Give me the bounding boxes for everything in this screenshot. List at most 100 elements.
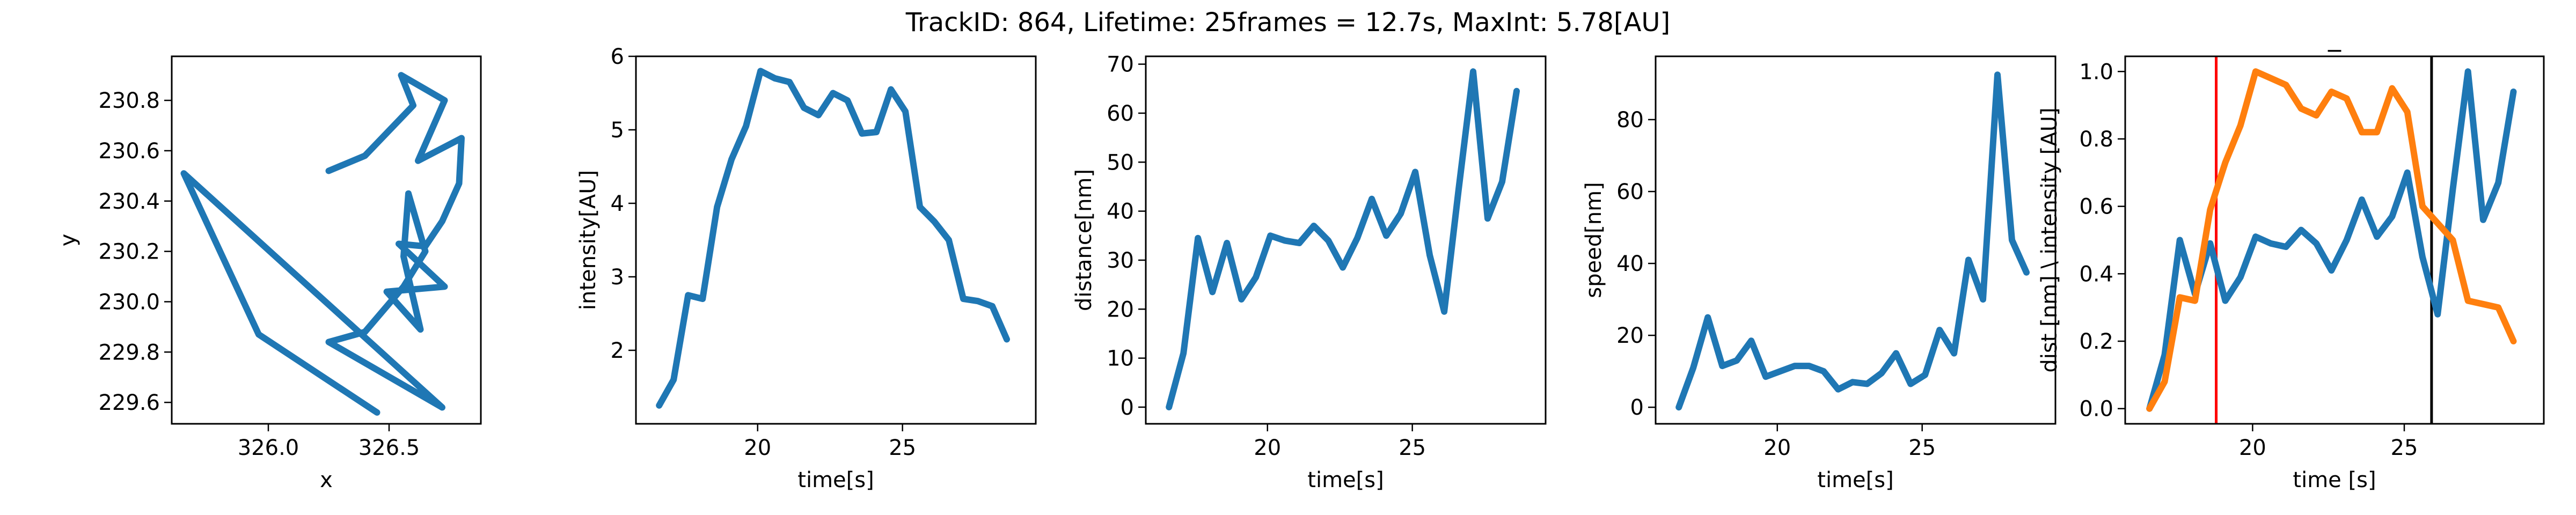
data-point-0-16	[1400, 212, 1402, 215]
data-point-0-17	[904, 110, 907, 113]
data-point-0-15	[1385, 234, 1388, 237]
x-tick-label: 20	[2239, 436, 2266, 460]
data-point-0-22	[2482, 218, 2484, 221]
series-line-0	[1166, 68, 1520, 410]
data-point-0-1	[1692, 366, 1695, 369]
data-point-0-9	[1298, 241, 1301, 244]
data-point-0-9	[788, 80, 791, 83]
data-point-0-2	[687, 294, 690, 297]
data-point-0-4	[443, 99, 446, 102]
y-tick-label: 230.8	[98, 89, 160, 113]
y-tick-label: 50	[1107, 150, 1134, 175]
data-point-0-16	[1909, 382, 1912, 385]
data-point-0-24	[1516, 90, 1518, 92]
data-point-0-15	[1895, 352, 1898, 355]
data-point-0-0	[1678, 406, 1680, 409]
data-point-0-14	[1371, 197, 1373, 200]
data-point-0-13	[1866, 382, 1869, 385]
data-point-0-10	[1313, 225, 1315, 227]
data-point-0-13	[846, 99, 849, 102]
data-point-1-6	[2239, 124, 2242, 127]
data-point-0-9	[1808, 365, 1811, 367]
data-point-0-6	[2239, 276, 2242, 278]
data-point-0-23	[991, 305, 994, 307]
data-point-0-24	[1006, 338, 1008, 341]
data-point-0-3	[701, 298, 704, 300]
data-point-0-18	[1938, 329, 1941, 332]
data-point-0-21	[962, 298, 965, 300]
data-point-0-8	[1284, 239, 1286, 242]
data-point-0-19	[327, 341, 330, 343]
data-point-0-8	[774, 77, 777, 80]
y-tick-label: 230.0	[98, 290, 160, 314]
data-point-1-16	[2391, 87, 2394, 90]
data-point-0-20	[1458, 188, 1460, 190]
y-tick-label: 70	[1107, 53, 1134, 77]
data-point-0-1	[2163, 354, 2166, 356]
data-point-0-12	[385, 290, 388, 293]
data-point-0-0	[327, 170, 330, 172]
data-point-0-24	[2025, 271, 2028, 274]
data-point-0-17	[1924, 373, 1927, 376]
data-point-0-3	[400, 74, 402, 77]
data-point-0-22	[258, 333, 260, 336]
data-point-0-18	[1429, 254, 1431, 256]
data-point-1-11	[2315, 114, 2318, 116]
data-point-0-4	[2209, 242, 2212, 245]
data-point-0-10	[1823, 370, 1825, 373]
y-tick-label: 2	[611, 339, 624, 363]
data-point-0-9	[424, 245, 427, 248]
data-point-0-18	[2421, 255, 2424, 258]
data-point-0-1	[364, 154, 366, 157]
axes-frame	[635, 55, 1037, 425]
data-point-0-14	[861, 132, 863, 135]
data-point-0-6	[460, 137, 463, 139]
data-point-0-16	[2391, 215, 2394, 218]
data-point-1-10	[2300, 107, 2302, 110]
x-tick-label: 20	[744, 436, 771, 460]
data-point-1-9	[2285, 84, 2287, 86]
data-point-0-12	[832, 92, 835, 94]
panel-title: _	[2328, 22, 2341, 52]
y-tick-label: 30	[1107, 248, 1134, 273]
data-point-0-23	[2497, 181, 2500, 184]
y-tick-label: 0.2	[2079, 329, 2113, 354]
data-point-1-15	[2376, 131, 2379, 134]
x-axis-label: time [s]	[2293, 468, 2376, 492]
y-tick-label: 80	[1616, 108, 1644, 133]
x-tick-label: 20	[1763, 436, 1791, 460]
x-tick-label: 326.0	[238, 436, 299, 460]
data-point-0-9	[2285, 246, 2287, 248]
data-point-0-12	[1851, 381, 1854, 384]
panel-xy-trajectory: 326.0 326.5 229.6 229.8 230.0 230.2 230.4 230.6…	[56, 55, 482, 492]
data-point-0-11	[443, 285, 446, 288]
data-point-0-16	[890, 88, 892, 91]
data-point-0-15	[875, 131, 878, 134]
data-point-0-10	[398, 242, 400, 245]
data-point-0-0	[1168, 406, 1170, 408]
data-point-1-17	[2406, 111, 2409, 113]
data-point-1-12	[2330, 90, 2333, 93]
data-point-0-7	[759, 70, 762, 72]
data-point-0-13	[2345, 239, 2348, 241]
data-point-1-21	[2467, 299, 2469, 302]
data-point-0-2	[1197, 237, 1199, 239]
axes-frame	[1145, 55, 1547, 425]
data-point-0-11	[1327, 239, 1330, 242]
data-point-0-7	[1269, 234, 1272, 237]
data-point-0-21	[1472, 70, 1475, 73]
data-point-0-15	[407, 192, 409, 195]
data-point-0-14	[1880, 372, 1883, 374]
data-point-1-18	[2421, 205, 2424, 208]
y-tick-label: 40	[1107, 200, 1134, 224]
data-point-0-17	[402, 285, 405, 288]
data-point-0-7	[1779, 370, 1782, 373]
figure-title: TrackID: 864, Lifetime: 25frames = 12.7s…	[905, 8, 1671, 38]
y-tick-label: 20	[1616, 323, 1644, 348]
data-point-0-4	[1226, 241, 1228, 244]
x-tick-label: 326.5	[358, 436, 420, 460]
data-point-0-3	[1211, 291, 1214, 293]
y-tick-label: 230.2	[98, 240, 160, 264]
data-point-0-20	[1967, 259, 1970, 261]
